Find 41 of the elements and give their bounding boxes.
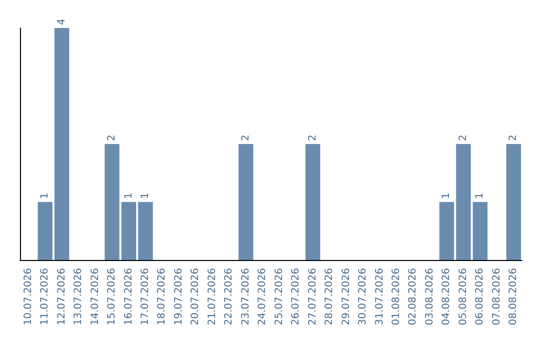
data-label: 2 (106, 134, 118, 141)
x-tick-label: 28.07.2026 (324, 268, 336, 326)
data-label: 2 (307, 134, 318, 141)
x-tick-label: 14.07.2026 (90, 268, 101, 326)
x-tick-label: 04.08.2026 (441, 268, 452, 326)
data-label: 1 (474, 192, 486, 199)
data-label: 2 (508, 134, 520, 141)
x-tick-label: 26.07.2026 (290, 268, 302, 326)
x-tick-label: 13.07.2026 (73, 268, 84, 326)
x-tick-label: 21.07.2026 (206, 268, 218, 326)
x-tick-label: 31.07.2026 (374, 268, 386, 326)
x-tick-label: 22.07.2026 (224, 268, 235, 326)
x-tick-label: 24.07.2026 (257, 268, 268, 326)
x-tick-label: 17.07.2026 (140, 268, 151, 326)
x-tick-label: 07.08.2026 (491, 268, 502, 326)
x-tick-label: 15.07.2026 (106, 268, 118, 326)
x-tick-label: 29.07.2026 (340, 268, 352, 326)
x-tick-label: 03.08.2026 (424, 268, 436, 326)
data-label: 2 (458, 134, 469, 141)
x-tick-label: 27.07.2026 (307, 268, 318, 326)
x-tick-label: 25.07.2026 (274, 268, 285, 326)
x-tick-label: 20.07.2026 (190, 268, 202, 326)
data-label: 1 (441, 192, 452, 199)
x-tick-label: 08.08.2026 (508, 268, 520, 326)
x-tick-label: 19.07.2026 (173, 268, 184, 326)
x-tick-label: 18.07.2026 (156, 268, 168, 326)
data-label: 1 (40, 192, 51, 199)
x-tick-label: 02.08.2026 (408, 268, 419, 326)
x-tick-label: 11.07.2026 (40, 268, 51, 326)
x-tick-label: 16.07.2026 (123, 268, 134, 326)
x-tick-label: 12.07.2026 (56, 268, 68, 326)
x-tick-label: 05.08.2026 (458, 268, 469, 326)
data-label: 1 (123, 192, 134, 199)
data-label: 1 (140, 192, 151, 199)
x-tick-label: 30.07.2026 (358, 268, 369, 326)
x-tick-label: 01.08.2026 (391, 268, 402, 326)
x-tick-label: 06.08.2026 (474, 268, 486, 326)
data-label: 2 (240, 134, 252, 141)
x-tick-label: 23.07.2026 (240, 268, 252, 326)
data-label: 4 (56, 18, 68, 25)
x-tick-label: 10.07.2026 (22, 268, 34, 326)
